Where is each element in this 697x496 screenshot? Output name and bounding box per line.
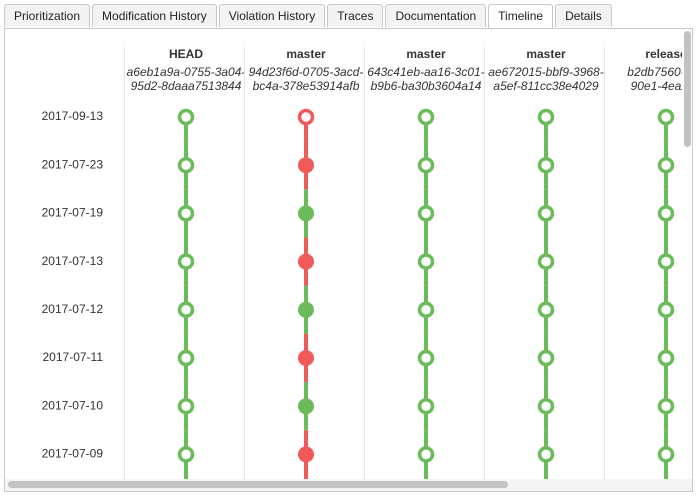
column-branch: master xyxy=(406,47,446,61)
date-label: 2017-07-10 xyxy=(42,398,104,412)
timeline-node xyxy=(657,446,675,463)
column-id: 95d2-8daaa7513844 xyxy=(131,79,242,93)
date-label: 2017-07-23 xyxy=(42,157,104,171)
timeline-node xyxy=(657,301,675,319)
column-branch: release xyxy=(645,47,687,61)
timeline-panel: 2017-09-13 2017-07-23 2017-07-19 2017-07-13… xyxy=(4,28,693,492)
tab[interactable]: Modification History xyxy=(92,4,217,27)
date-label: 2017-07-12 xyxy=(42,302,104,316)
tab[interactable]: Violation History xyxy=(218,4,326,27)
timeline-node xyxy=(177,253,195,270)
tab[interactable]: Documentation xyxy=(385,4,487,27)
column-id: ae672015-bbf9-3968- xyxy=(488,65,603,79)
column-branch: master xyxy=(526,47,566,61)
date-label: 2017-09-13 xyxy=(42,109,104,123)
timeline-node xyxy=(298,446,314,463)
timeline-node xyxy=(537,301,555,319)
tab-bar: Prioritization Modification History Violat… xyxy=(4,4,614,29)
column-id: b2db7560-518 xyxy=(627,65,692,79)
timeline-node xyxy=(177,349,195,367)
timeline-node xyxy=(177,108,195,126)
timeline: 2017-09-13 2017-07-23 2017-07-19 2017-07-13… xyxy=(5,31,692,491)
timeline-node xyxy=(537,446,555,463)
tab[interactable]: Traces xyxy=(327,4,384,27)
column-branch: master xyxy=(286,47,326,61)
timeline-node xyxy=(298,301,314,318)
timeline-node xyxy=(537,253,555,270)
column-id: 94d23f6d-0705-3acd- xyxy=(249,65,364,79)
timeline-node xyxy=(537,349,555,367)
timeline-node xyxy=(537,108,555,126)
timeline-node xyxy=(417,156,435,174)
timeline-node xyxy=(417,301,435,319)
timeline-node xyxy=(297,108,315,126)
timeline-node xyxy=(417,108,435,126)
timeline-node xyxy=(298,205,314,222)
timeline-node xyxy=(537,156,555,174)
timeline-node xyxy=(657,156,675,174)
timeline-node xyxy=(537,397,555,415)
tab[interactable]: Timeline xyxy=(488,4,554,29)
column-id: 643c41eb-aa16-3c01- xyxy=(367,65,484,79)
vertical-scrollbar[interactable] xyxy=(684,31,691,147)
column-id: bc4a-378e53914afb xyxy=(253,79,360,93)
horizontal-scrollbar[interactable] xyxy=(8,481,508,488)
tab[interactable]: Details xyxy=(555,4,612,27)
timeline-node xyxy=(177,156,195,174)
date-label: 2017-07-13 xyxy=(42,254,104,268)
timeline-node xyxy=(537,205,555,222)
column-id: b9b6-ba30b3604a14 xyxy=(371,79,482,93)
column-id: a5ef-811cc38e4029 xyxy=(493,79,599,93)
timeline-node xyxy=(177,205,195,222)
timeline-node xyxy=(657,205,675,222)
timeline-node xyxy=(417,446,435,463)
timeline-node xyxy=(657,253,675,270)
timeline-node xyxy=(298,253,314,270)
timeline-node xyxy=(298,398,314,415)
timeline-node xyxy=(177,397,195,415)
timeline-node xyxy=(417,397,435,415)
column-id: a6eb1a9a-0755-3a04- xyxy=(127,65,246,79)
timeline-node xyxy=(417,205,435,222)
date-label: 2017-07-11 xyxy=(43,350,104,364)
column-id: 90e1-4ea219 xyxy=(631,79,692,93)
timeline-node xyxy=(417,253,435,270)
timeline-node xyxy=(657,397,675,415)
timeline-node xyxy=(657,108,675,126)
timeline-node xyxy=(298,157,314,174)
timeline-node xyxy=(298,350,314,366)
timeline-node xyxy=(177,446,195,463)
timeline-node xyxy=(657,349,675,367)
date-label: 2017-07-09 xyxy=(42,447,104,461)
date-label: 2017-07-19 xyxy=(42,206,104,220)
column-branch: HEAD xyxy=(169,47,203,61)
timeline-node xyxy=(417,349,435,367)
tab[interactable]: Prioritization xyxy=(4,4,91,27)
timeline-node xyxy=(177,301,195,319)
